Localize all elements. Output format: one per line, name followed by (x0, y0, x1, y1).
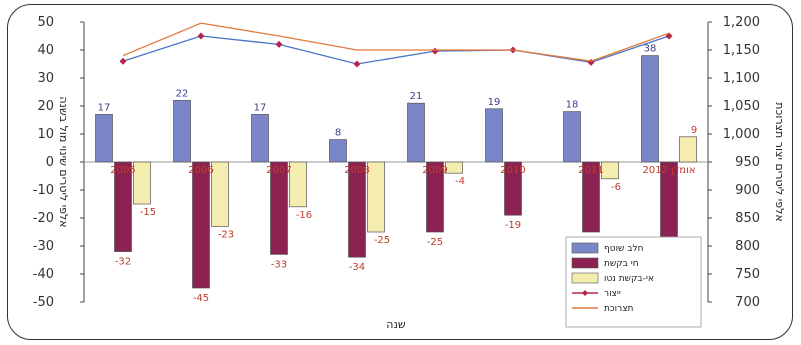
category-label: 2012 אומדן (642, 165, 695, 176)
bar-a (95, 114, 113, 163)
bar-a (251, 114, 269, 163)
legend-item-label: חי בקשת (604, 259, 639, 269)
legend-swatch (571, 257, 599, 269)
left-tick-label: -30 (33, 239, 54, 254)
legend-item-label: אי-בקשת נטו (604, 274, 654, 284)
category-label: 2005 (110, 165, 135, 176)
category-label: 2008 (344, 165, 369, 176)
bar-value-label: 9 (691, 125, 697, 136)
bar-value-label: 22 (176, 88, 189, 99)
right-tick-label: 1,100 (723, 71, 760, 86)
right-tick-label: 1,050 (723, 99, 760, 114)
left-tick-label: 40 (37, 43, 54, 58)
bar-value-label: 19 (488, 97, 501, 108)
legend-item-label: תצרוכת (604, 304, 634, 314)
legend-item-label: ייצור (604, 289, 621, 299)
bar-a (563, 111, 581, 163)
bar-value-label: -33 (271, 259, 287, 270)
left-tick-label: -50 (33, 295, 54, 310)
category-label: 2010 (500, 165, 525, 176)
legend-swatch (571, 242, 599, 254)
line-point (353, 60, 361, 68)
line-production (122, 35, 670, 65)
left-tick-label: 50 (37, 15, 54, 30)
bar-value-label: -32 (115, 257, 131, 268)
right-tick-label: 850 (735, 211, 760, 226)
bar-c (445, 161, 463, 174)
bar-value-label: -6 (611, 182, 621, 193)
bar-b (504, 161, 522, 216)
bar-b (192, 161, 210, 289)
left-tick-label: -10 (33, 183, 54, 198)
bar-value-label: 18 (566, 100, 579, 111)
right-tick-label: 750 (735, 267, 760, 282)
bar-value-label: 8 (335, 128, 341, 139)
category-label: 2007 (266, 165, 291, 176)
bar-value-label: -25 (374, 235, 390, 246)
legend-marker (582, 290, 588, 296)
bar-c (133, 161, 151, 205)
right-tick-label: 900 (735, 183, 760, 198)
category-label: 2009 (422, 165, 447, 176)
bar-value-label: -25 (427, 237, 443, 248)
right-tick-label: 700 (735, 295, 760, 310)
left-tick-label: -40 (33, 267, 54, 282)
right-tick-label: 950 (735, 155, 760, 170)
right-tick-label: 1,000 (723, 127, 760, 142)
x-axis-title: שנה (386, 318, 406, 331)
bar-a (173, 100, 191, 163)
category-label: 2011 (578, 165, 603, 176)
bar-value-label: -23 (218, 229, 234, 240)
chart-frame (7, 4, 793, 340)
bar-value-label: -34 (349, 262, 365, 273)
left-axis-title: אלפי ליטרים שינוי מול בשנה (57, 96, 70, 227)
bar-value-label: -45 (193, 293, 209, 304)
legend-swatch (571, 272, 599, 284)
bar-value-label: 17 (254, 102, 267, 113)
bar-b (582, 161, 600, 233)
bar-a (641, 55, 659, 163)
right-tick-label: 1,200 (723, 15, 760, 30)
bar-value-label: -15 (140, 207, 156, 218)
right-axis-title: אלפי ליטרים יצור תצרוכת (773, 102, 786, 221)
right-tick-label: 1,150 (723, 43, 760, 58)
bar-c (367, 161, 385, 233)
line-point (197, 32, 205, 40)
bar-value-label: -16 (296, 210, 312, 221)
line-point (431, 47, 439, 55)
bar-c (211, 161, 229, 227)
bar-a (407, 102, 425, 163)
left-tick-label: 10 (37, 127, 54, 142)
category-label: 2006 (188, 165, 213, 176)
left-tick-label: 30 (37, 71, 54, 86)
bar-b (348, 161, 366, 258)
bar-a (329, 139, 347, 163)
legend-item-label: חלב שוטף (604, 244, 644, 254)
bar-value-label: -4 (455, 176, 465, 187)
line-point (119, 57, 127, 65)
line-consumption (122, 22, 670, 62)
bar-b (270, 161, 288, 255)
bar-value-label: 21 (410, 91, 423, 102)
left-tick-label: -20 (33, 211, 54, 226)
bar-b (114, 161, 132, 252)
left-tick-label: 20 (37, 99, 54, 114)
left-tick-label: 0 (46, 155, 54, 170)
bar-a (485, 108, 503, 163)
right-tick-label: 800 (735, 239, 760, 254)
bar-value-label: 17 (98, 102, 111, 113)
bar-c (601, 161, 619, 180)
bar-b (426, 161, 444, 233)
bar-c (289, 161, 307, 208)
bar-c (679, 136, 697, 163)
line-point (275, 40, 283, 48)
bar-value-label: 38 (644, 44, 657, 55)
bar-value-label: -19 (505, 220, 521, 231)
